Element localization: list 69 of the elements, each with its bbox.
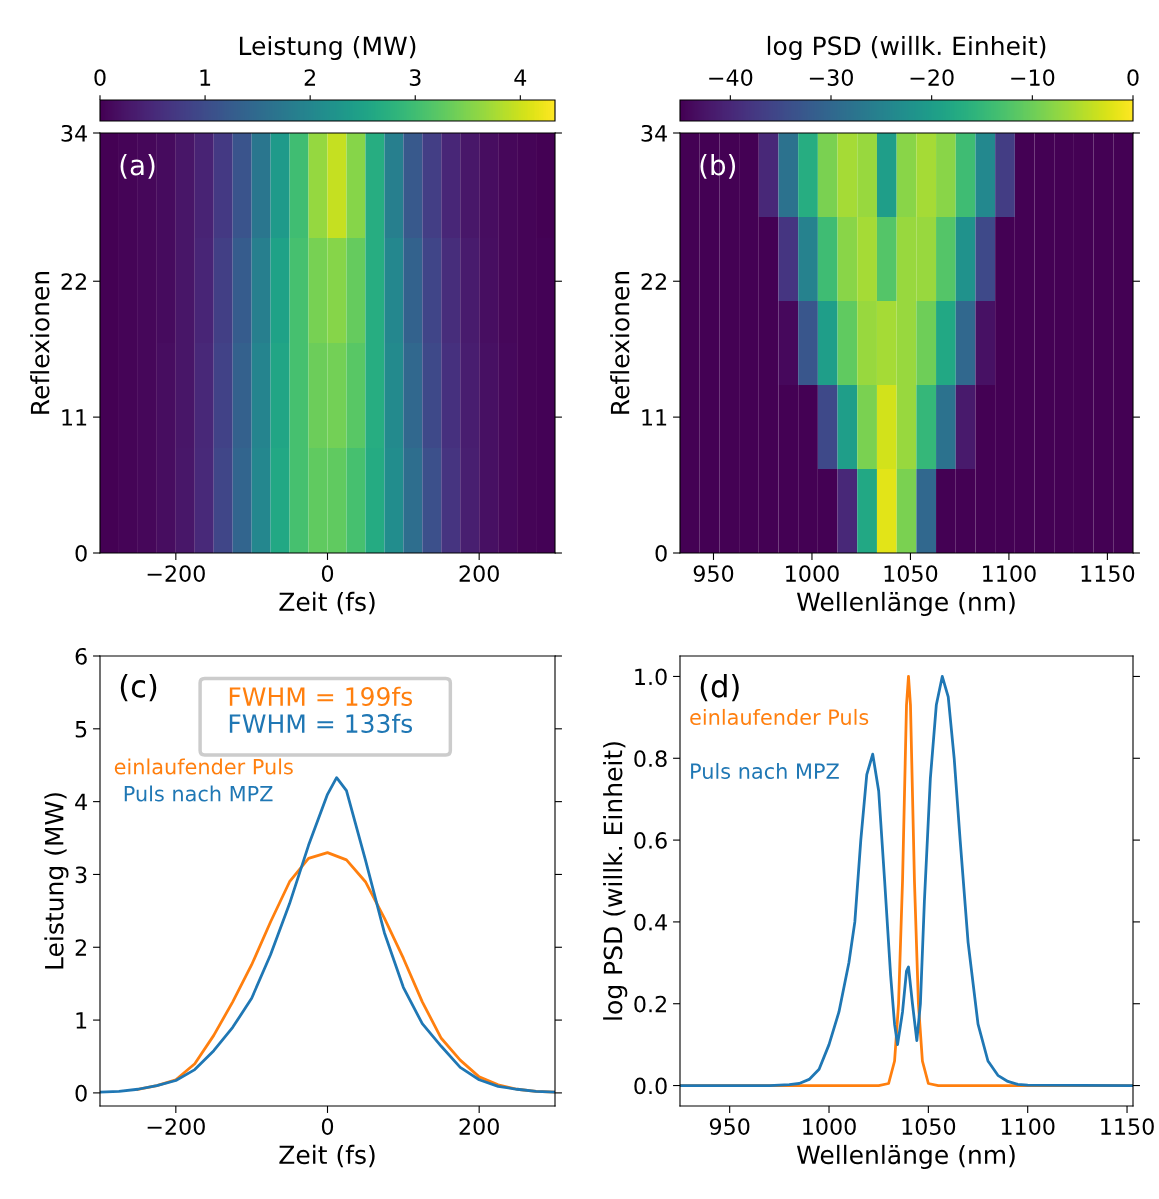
x-tick-label: 950	[709, 1118, 750, 1136]
x-tick-label: 1000	[803, 1118, 856, 1136]
color-bar-label: 0	[94, 69, 106, 86]
y-tick-label: 11	[642, 409, 667, 426]
y-tick-label: 1	[76, 1012, 87, 1029]
y-tick-label: 22	[61, 273, 86, 290]
color-bar-label: 1	[200, 69, 211, 86]
y-tick-label: 4	[75, 793, 87, 811]
color-bar-label: 4	[514, 69, 527, 86]
y-tick-label: 1.0	[635, 668, 667, 686]
annotation: (c)	[120, 674, 157, 702]
y-tick-label: 0	[75, 544, 87, 562]
x-axis-title: Wellenlänge (nm)	[796, 1144, 1015, 1170]
y-axis-title: Reflexionen	[610, 271, 630, 414]
y-tick-label: 6	[75, 647, 87, 665]
text: Puls nach MPZ	[124, 785, 273, 802]
color-bar-label: 2	[304, 69, 316, 86]
y-tick-label: 0	[75, 1084, 87, 1102]
annotation: FWHM = 199fs	[229, 686, 413, 706]
annotation: (a)	[120, 154, 155, 179]
x-tick-label: 1150	[1081, 565, 1135, 583]
y-axis-title: Leistung (MW)	[44, 793, 69, 969]
x-tick-label: 1050	[884, 565, 938, 583]
x-axis-title: Zeit (fs)	[279, 591, 375, 615]
y-tick-label: 11	[62, 409, 87, 426]
y-tick-label: 2	[75, 939, 86, 956]
x-axis-title: Wellenlänge (nm)	[796, 591, 1015, 617]
color-bar-label: −20	[910, 69, 954, 86]
y-tick-label: 0.4	[634, 913, 667, 931]
x-tick-label: 1150	[1101, 1118, 1154, 1136]
color-bar-title: log PSD (willk. Einheit)	[767, 35, 1046, 61]
y-tick-label: 34	[641, 124, 667, 142]
x-tick-label: 1100	[1001, 1118, 1055, 1136]
x-tick-label: −200	[147, 565, 205, 583]
text: einlaufender Puls	[114, 758, 293, 775]
x-axis-title: Zeit (fs)	[279, 1144, 375, 1168]
x-tick-label: 200	[459, 1118, 499, 1136]
x-tick-label: 0	[321, 1118, 334, 1136]
x-tick-label: 1050	[902, 1118, 956, 1136]
x-tick-label: 950	[693, 565, 734, 583]
y-tick-label: 0.6	[634, 832, 667, 849]
line-series	[680, 675, 1133, 1087]
color-bar-label: 3	[409, 69, 421, 86]
color-bar-label: −30	[809, 69, 853, 86]
y-tick-label: 0	[655, 544, 667, 562]
y-tick-label: 5	[75, 721, 87, 738]
y-axis-title: Reflexionen	[30, 271, 50, 414]
x-tick-label: −200	[147, 1118, 205, 1136]
series-label: Puls nach MPZ	[691, 762, 839, 780]
line-series	[100, 776, 555, 1094]
color-bar-label: −40	[709, 69, 753, 86]
x-tick-label: 0	[321, 565, 334, 583]
annotation: (d)	[700, 674, 739, 702]
y-tick-label: 0.0	[634, 1077, 667, 1095]
y-tick-label: 3	[75, 866, 87, 884]
y-tick-label: 0.8	[634, 750, 667, 768]
y-tick-label: 0.2	[634, 995, 666, 1013]
y-tick-label: 34	[61, 124, 87, 142]
color-bar-title: Leistung (MW)	[239, 35, 416, 61]
y-tick-label: 22	[641, 273, 666, 290]
color-bar-label: 0	[1127, 69, 1139, 86]
y-axis-title: log PSD (willk. Einheit)	[603, 742, 628, 1020]
x-tick-label: 200	[459, 565, 499, 583]
series-label: einlaufender Puls	[690, 708, 869, 726]
x-tick-label: 1000	[786, 565, 839, 583]
annotation: (b)	[700, 154, 736, 179]
x-tick-label: 1100	[983, 565, 1036, 583]
annotation: FWHM = 133fs	[229, 713, 413, 733]
color-bar-label: −10	[1011, 69, 1055, 86]
